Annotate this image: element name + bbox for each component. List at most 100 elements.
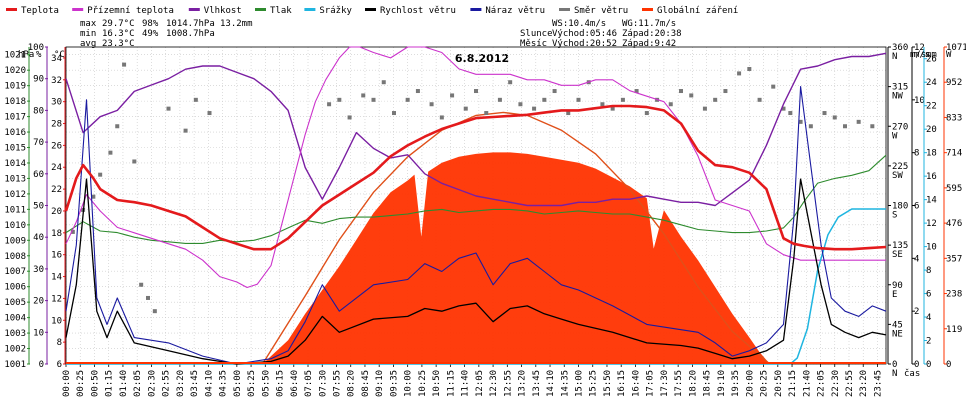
radiation-tick-label-5: 595 [946, 184, 962, 194]
wind-dir-tick-label-5: 225 [892, 162, 908, 172]
wind-dir-point-41 [620, 97, 625, 102]
wind-dir-point-10 [152, 309, 157, 314]
wind-dir-dir-label-6: W [892, 131, 898, 141]
wind-dir-point-20 [381, 80, 386, 85]
humidity-tick-label-10: 100 [28, 43, 44, 53]
wind-dir-point-9 [146, 295, 150, 300]
rain-tick-label-7: 14 [926, 196, 937, 206]
x-tick-label-7: 02:55 [162, 370, 172, 397]
wind-speed-tick-label-4: 8 [914, 149, 919, 159]
stat-min-press: 1008.7hPa [166, 29, 215, 39]
radiation-tick-label-7: 833 [946, 113, 962, 123]
wind-dir-point-60 [832, 115, 837, 120]
wind-dir-tick-label-4: 180 [892, 202, 908, 212]
wind-dir-tick-label-2: 90 [892, 281, 903, 291]
pressure-tick-label-0: 1001 [4, 360, 26, 370]
wind-dir-point-31 [508, 80, 513, 85]
stat-max-label: max [80, 19, 97, 29]
wind-dir-point-40 [610, 106, 615, 111]
pressure-tick-label-10: 1011 [4, 205, 26, 215]
x-tick-label-50: 20:50 [774, 370, 784, 397]
wind-dir-point-13 [193, 97, 198, 102]
x-axis-label: čas [904, 368, 920, 379]
wind-dir-point-57 [798, 119, 803, 124]
x-tick-label-49: 20:25 [760, 370, 770, 397]
pressure-tick-label-18: 1019 [4, 82, 26, 92]
legend-swatch-1 [72, 8, 84, 11]
pressure-tick-label-5: 1006 [4, 283, 26, 293]
temperature-tick-label-11: 28 [51, 120, 62, 130]
pressure-tick-label-4: 1005 [4, 298, 26, 308]
legend-label-3: Tlak [270, 6, 292, 16]
pressure-tick-label-8: 1009 [4, 236, 26, 246]
wind-dir-point-26 [450, 93, 455, 98]
rain-tick-label-5: 10 [926, 243, 937, 253]
rain-tick-label-2: 4 [926, 313, 931, 323]
x-tick-label-44: 18:20 [688, 370, 698, 397]
rain-tick-label-12: 24 [926, 78, 937, 88]
wind-dir-dir-label-4: S [892, 211, 897, 221]
x-tick-label-18: 07:30 [318, 370, 328, 397]
pressure-tick-label-20: 1021 [4, 51, 26, 61]
stat-max-temp: 29.7°C [102, 19, 135, 29]
wind-dir-point-34 [542, 97, 547, 102]
x-tick-label-11: 04:35 [219, 370, 229, 397]
wind-dir-dir-label-0: N [892, 369, 897, 379]
legend-label-1: Přízemní teplota [87, 6, 174, 16]
temperature-tick-label-12: 30 [51, 98, 62, 108]
x-tick-label-34: 14:10 [546, 370, 556, 397]
wind-dir-dir-label-2: E [892, 290, 897, 300]
wind-dir-point-28 [474, 89, 478, 94]
pressure-tick-label-16: 1017 [4, 113, 26, 123]
pressure-tick-label-13: 1014 [4, 159, 26, 169]
x-tick-label-21: 08:45 [361, 370, 371, 397]
wind-dir-tick-label-3: 135 [892, 241, 908, 251]
radiation-tick-label-2: 238 [946, 290, 962, 300]
rain-tick-label-3: 6 [926, 290, 931, 300]
x-tick-label-8: 03:20 [176, 370, 186, 397]
wind-dir-point-50 [723, 89, 728, 94]
wind-dir-point-23 [415, 89, 420, 94]
wind-dir-point-46 [679, 89, 683, 94]
x-tick-label-51: 21:15 [788, 370, 798, 397]
x-tick-label-0: 00:00 [62, 370, 72, 397]
x-tick-label-9: 03:45 [190, 370, 200, 397]
x-tick-label-20: 08:20 [347, 370, 357, 397]
x-tick-label-35: 14:35 [560, 370, 570, 397]
pressure-tick-label-2: 1003 [4, 329, 26, 339]
wind-dir-point-51 [737, 71, 742, 76]
wind-dir-dir-label-8: N [892, 52, 897, 62]
x-tick-label-3: 01:15 [105, 370, 115, 397]
wind-dir-point-19 [371, 97, 376, 102]
wind-dir-point-27 [463, 106, 468, 111]
wind-speed-tick-label-3: 6 [914, 202, 919, 212]
wind-speed-tick-label-6: 12 [914, 43, 925, 53]
wind-dir-point-22 [405, 97, 410, 102]
chart-title: 6.8.2012 [455, 52, 509, 65]
x-tick-label-36: 15:00 [575, 370, 585, 397]
x-tick-label-55: 22:55 [845, 370, 855, 397]
x-tick-label-37: 15:25 [589, 370, 599, 397]
radiation-tick-label-9: 1071 [946, 43, 966, 53]
x-tick-label-33: 13:45 [532, 370, 542, 397]
wind-gust-info: WG:11.7m/s [622, 19, 676, 29]
wind-dir-point-0 [70, 229, 75, 234]
series-Teplota [64, 104, 887, 251]
wind-speed-tick-label-0: 0 [914, 360, 919, 370]
x-tick-label-14: 05:50 [261, 370, 271, 397]
pressure-tick-label-19: 1020 [4, 66, 26, 76]
temperature-tick-label-2: 10 [51, 316, 62, 326]
wind-dir-point-45 [668, 102, 673, 107]
temperature-tick-label-14: 34 [51, 54, 62, 64]
wind-dir-dir-label-5: SW [892, 171, 903, 181]
series-Globální-záření [262, 152, 770, 364]
wind-dir-point-6 [122, 62, 127, 67]
x-tick-label-46: 19:10 [717, 370, 727, 397]
x-tick-label-22: 09:10 [375, 370, 385, 397]
wind-speed-tick-label-5: 10 [914, 96, 925, 106]
wind-dir-point-17 [347, 115, 352, 120]
stat-max-hum: 98% [142, 19, 159, 29]
x-tick-label-30: 12:30 [489, 370, 499, 397]
legend-label-0: Teplota [21, 6, 59, 16]
